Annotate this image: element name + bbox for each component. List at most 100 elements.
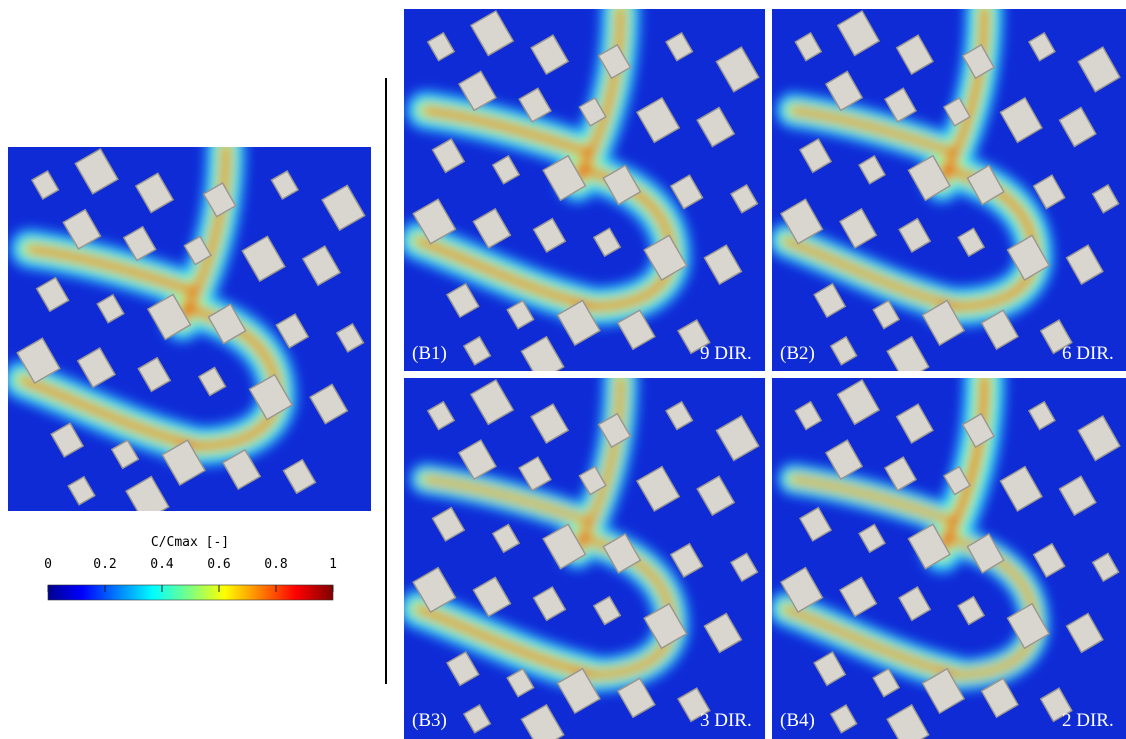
building — [520, 335, 565, 371]
building — [96, 293, 125, 324]
building — [161, 439, 206, 486]
building — [780, 566, 824, 614]
building — [592, 595, 622, 626]
colorbar-gradient — [47, 584, 334, 601]
panel-label: (B4) — [780, 710, 815, 731]
building — [999, 465, 1043, 513]
building — [858, 154, 886, 185]
plume-band — [416, 238, 594, 308]
colorbar-tick-label: 0.4 — [150, 557, 174, 572]
building — [829, 335, 858, 366]
building — [883, 87, 918, 123]
building — [518, 456, 552, 492]
colorbar-tick-label: 1 — [329, 557, 337, 572]
building — [635, 96, 681, 144]
building — [999, 96, 1043, 144]
building — [824, 70, 864, 112]
building — [602, 164, 642, 206]
building — [980, 677, 1019, 719]
building — [530, 403, 570, 444]
building — [980, 309, 1019, 351]
building — [669, 174, 704, 210]
building — [1065, 612, 1104, 654]
building — [146, 293, 192, 341]
building — [813, 282, 847, 319]
building — [730, 183, 759, 214]
building — [597, 43, 632, 80]
building — [532, 217, 567, 254]
building — [122, 225, 157, 262]
panel-map — [772, 378, 1126, 739]
building — [457, 70, 497, 112]
building — [1027, 31, 1056, 62]
building — [836, 378, 881, 426]
building — [616, 677, 656, 719]
building — [1006, 602, 1051, 650]
building — [643, 234, 688, 281]
building — [677, 318, 711, 355]
colorbar-tick-label: 0 — [44, 557, 52, 572]
building — [715, 46, 760, 93]
building — [966, 164, 1005, 206]
building — [457, 439, 497, 481]
plume-band — [424, 477, 594, 524]
building — [957, 595, 986, 626]
building — [813, 651, 847, 687]
building — [715, 415, 760, 462]
building — [669, 542, 704, 579]
building — [794, 31, 823, 62]
building — [270, 169, 300, 200]
building — [67, 475, 96, 506]
building — [780, 198, 824, 245]
building — [16, 337, 61, 385]
building — [794, 400, 823, 431]
building — [1077, 46, 1121, 93]
colorbar: C/Cmax [-] 0 0.2 0.4 0.6 0.8 1 — [44, 535, 337, 601]
building — [824, 439, 864, 481]
building — [445, 282, 480, 319]
building — [836, 9, 881, 57]
building — [1032, 174, 1066, 210]
plume-band — [20, 378, 199, 448]
building — [966, 533, 1005, 574]
building — [1065, 244, 1104, 286]
building — [872, 299, 901, 330]
building — [635, 465, 681, 513]
panel-map — [772, 9, 1126, 371]
building — [197, 366, 227, 397]
plume-band — [180, 147, 228, 324]
building — [677, 687, 711, 723]
building — [275, 313, 310, 349]
building — [829, 704, 858, 734]
building — [62, 208, 102, 250]
panel-label: (B3) — [412, 710, 447, 731]
building — [1027, 400, 1056, 431]
building — [665, 31, 694, 62]
building — [898, 586, 932, 622]
building — [556, 299, 601, 347]
building — [30, 169, 60, 200]
colorbar-tick-label: 0.8 — [264, 557, 287, 572]
building — [469, 378, 515, 426]
building — [530, 34, 570, 76]
building — [241, 235, 286, 283]
plume-band — [940, 9, 987, 185]
panel-label: (B1) — [412, 343, 447, 364]
building — [134, 172, 175, 214]
building — [665, 400, 694, 431]
building — [1039, 687, 1073, 723]
building — [1032, 542, 1066, 579]
building — [282, 458, 317, 495]
building — [462, 704, 492, 734]
building — [578, 97, 607, 127]
building — [520, 703, 565, 739]
building — [696, 475, 736, 517]
building — [597, 412, 632, 449]
building — [961, 43, 995, 80]
building — [921, 299, 966, 347]
building — [799, 137, 833, 174]
building — [907, 523, 951, 570]
building — [643, 602, 688, 650]
building — [730, 552, 759, 583]
